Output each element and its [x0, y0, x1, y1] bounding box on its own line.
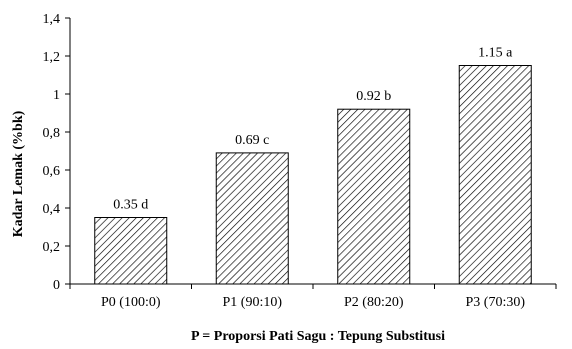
y-tick-label: 1 — [53, 88, 60, 103]
bar — [94, 217, 168, 285]
y-tick-label: 0,2 — [43, 240, 61, 255]
bar — [458, 65, 532, 285]
y-tick-label: 0,8 — [43, 126, 61, 141]
y-tick-label: 1,4 — [43, 12, 61, 27]
y-tick-label: 0,4 — [43, 202, 61, 217]
x-tick-label: P2 (80:20) — [344, 295, 404, 310]
bar — [337, 108, 411, 285]
y-tick-label: 0 — [53, 278, 60, 293]
y-tick-label: 1,2 — [43, 50, 61, 65]
y-axis-label: Kadar Lemak (%bk) — [11, 110, 26, 237]
plot-area: 0 0,2 0,4 0,6 0,8 1 1,2 1,4 0.35 d P0 (100:0) 0.69… — [43, 12, 557, 310]
bar — [215, 152, 289, 285]
data-label: 0.35 d — [113, 198, 148, 213]
data-label: 0.69 c — [235, 133, 269, 148]
x-tick-label: P3 (70:30) — [466, 295, 526, 310]
data-label: 1.15 a — [478, 46, 513, 61]
data-label: 0.92 b — [356, 89, 391, 104]
x-tick-label: P0 (100:0) — [101, 295, 161, 310]
x-tick-label: P1 (90:10) — [223, 295, 283, 310]
y-tick-label: 0,6 — [43, 164, 61, 179]
x-axis-label: P = Proporsi Pati Sagu : Tepung Substitu… — [191, 329, 445, 344]
